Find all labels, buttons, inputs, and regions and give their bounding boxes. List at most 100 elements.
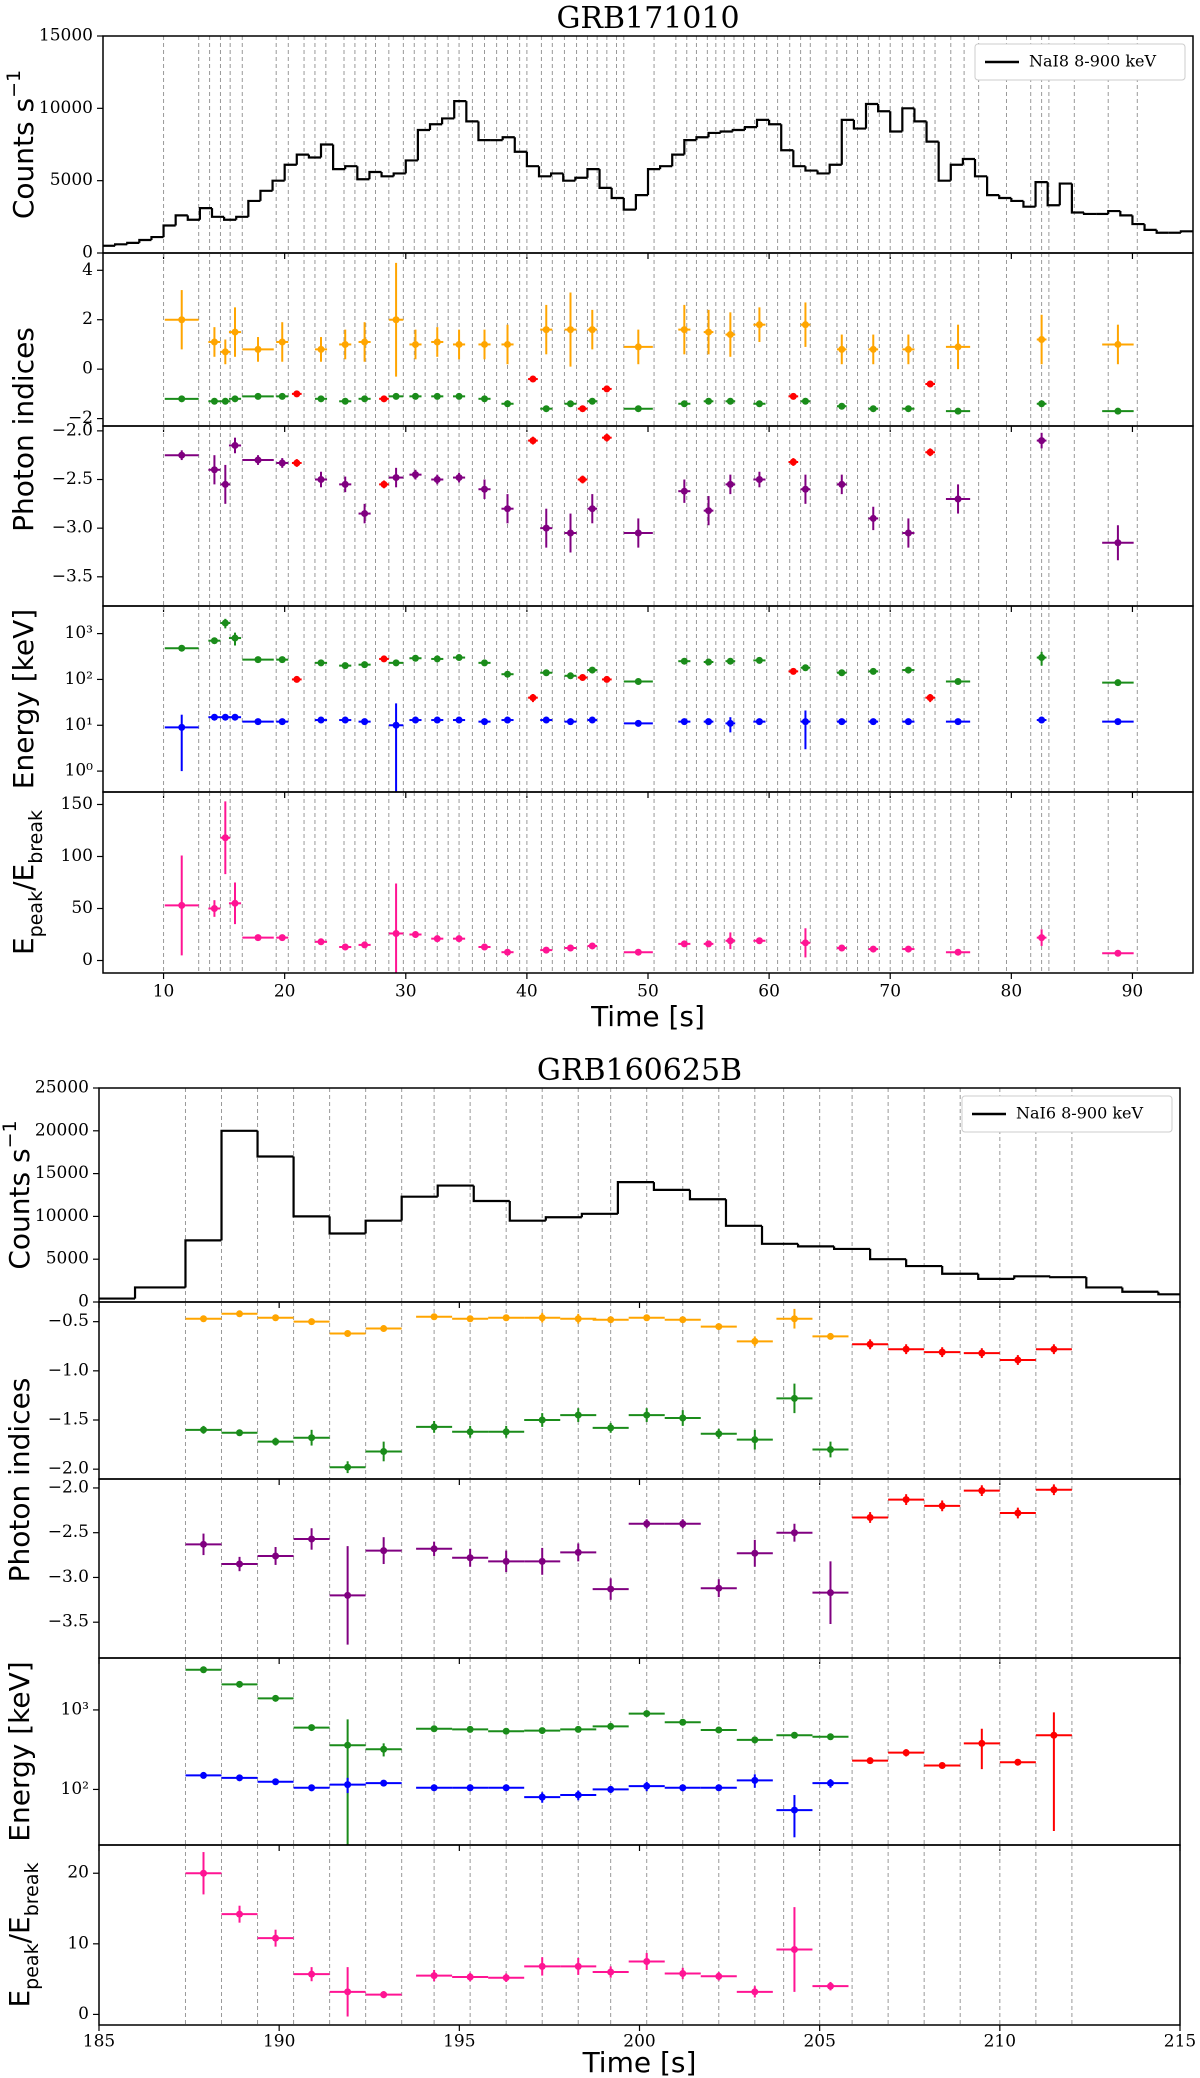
data-point	[924, 1761, 961, 1769]
data-point	[577, 405, 588, 413]
data-point	[902, 666, 915, 674]
marker	[199, 1540, 207, 1548]
count-step	[186, 215, 200, 221]
marker	[634, 678, 642, 686]
x-tick-label: 185	[83, 2032, 115, 2052]
marker	[542, 946, 550, 954]
marker	[542, 669, 550, 677]
data-point	[623, 405, 653, 413]
marker	[254, 456, 262, 464]
marker	[380, 1547, 388, 1555]
data-point	[257, 1437, 294, 1446]
data-point	[753, 471, 766, 488]
data-point	[293, 1784, 330, 1792]
marker	[278, 718, 286, 726]
marker	[411, 340, 419, 348]
data-point	[753, 656, 766, 664]
data-point	[220, 713, 231, 721]
marker	[574, 1725, 582, 1733]
marker	[210, 905, 218, 913]
marker	[433, 716, 441, 724]
marker	[466, 1725, 474, 1733]
data-point	[164, 644, 199, 652]
data-point	[339, 476, 352, 493]
count-step	[550, 172, 564, 177]
data-point	[587, 942, 598, 950]
y-tick-label: −3.0	[52, 518, 93, 538]
data-point	[409, 329, 422, 360]
marker	[679, 1718, 687, 1726]
marker	[411, 392, 419, 400]
marker	[538, 1727, 546, 1735]
marker	[1114, 539, 1122, 547]
data-point	[524, 1413, 561, 1427]
data-point	[703, 309, 714, 355]
data-point	[208, 713, 221, 721]
data-point	[788, 667, 799, 675]
count-step	[937, 141, 951, 182]
count-step	[283, 163, 297, 181]
data-point	[524, 1792, 561, 1803]
marker	[869, 514, 877, 522]
marker	[529, 694, 537, 702]
count-step	[472, 1185, 510, 1203]
y-tick-label: 0	[82, 359, 93, 379]
marker	[705, 658, 713, 666]
data-point	[501, 324, 514, 365]
count-step	[792, 150, 806, 168]
data-point	[501, 716, 514, 724]
data-point	[185, 1533, 222, 1556]
marker	[278, 934, 286, 942]
count-step	[731, 128, 745, 132]
data-point	[736, 1336, 773, 1347]
count-step	[707, 131, 721, 138]
data-point	[293, 1967, 330, 1982]
count-step	[913, 108, 927, 123]
marker	[538, 1793, 546, 1801]
count-step	[332, 144, 346, 171]
count-step	[307, 154, 321, 159]
data-point	[452, 1972, 489, 1982]
data-point	[524, 1547, 561, 1575]
marker	[361, 661, 369, 669]
data-point	[1102, 525, 1134, 561]
y-axis-label: Counts s−1	[3, 70, 41, 219]
count-step	[400, 1195, 438, 1221]
marker	[341, 943, 349, 951]
marker	[1038, 654, 1046, 662]
count-step	[688, 1189, 726, 1201]
data-point	[293, 1724, 330, 1732]
data-point	[257, 1547, 294, 1565]
data-point	[678, 479, 691, 503]
marker	[574, 1315, 582, 1323]
y-tick-label: −2.0	[48, 1477, 89, 1497]
count-step	[977, 1273, 1015, 1280]
data-point	[868, 945, 879, 953]
data-point	[164, 855, 199, 956]
count-step	[114, 243, 128, 246]
marker	[726, 397, 734, 405]
data-point	[836, 718, 847, 726]
marker	[1114, 949, 1122, 957]
data-point	[221, 1774, 258, 1782]
marker	[361, 338, 369, 346]
count-step	[477, 121, 491, 142]
marker	[679, 1520, 687, 1528]
marker	[838, 944, 846, 952]
marker	[680, 657, 688, 665]
data-point	[560, 1790, 597, 1801]
marker	[236, 1680, 244, 1688]
marker	[344, 1988, 352, 1996]
marker	[254, 934, 262, 942]
marker	[308, 1318, 316, 1326]
data-point	[228, 713, 242, 721]
panel	[163, 792, 1138, 973]
data-point	[478, 479, 491, 499]
marker	[254, 718, 262, 726]
y-axis-label: Epeak/Ebreak	[7, 810, 47, 955]
count-step	[368, 170, 382, 180]
y-tick-label: −1.5	[48, 1410, 89, 1430]
marker	[231, 441, 239, 449]
data-point	[524, 1957, 561, 1976]
marker	[481, 718, 488, 726]
